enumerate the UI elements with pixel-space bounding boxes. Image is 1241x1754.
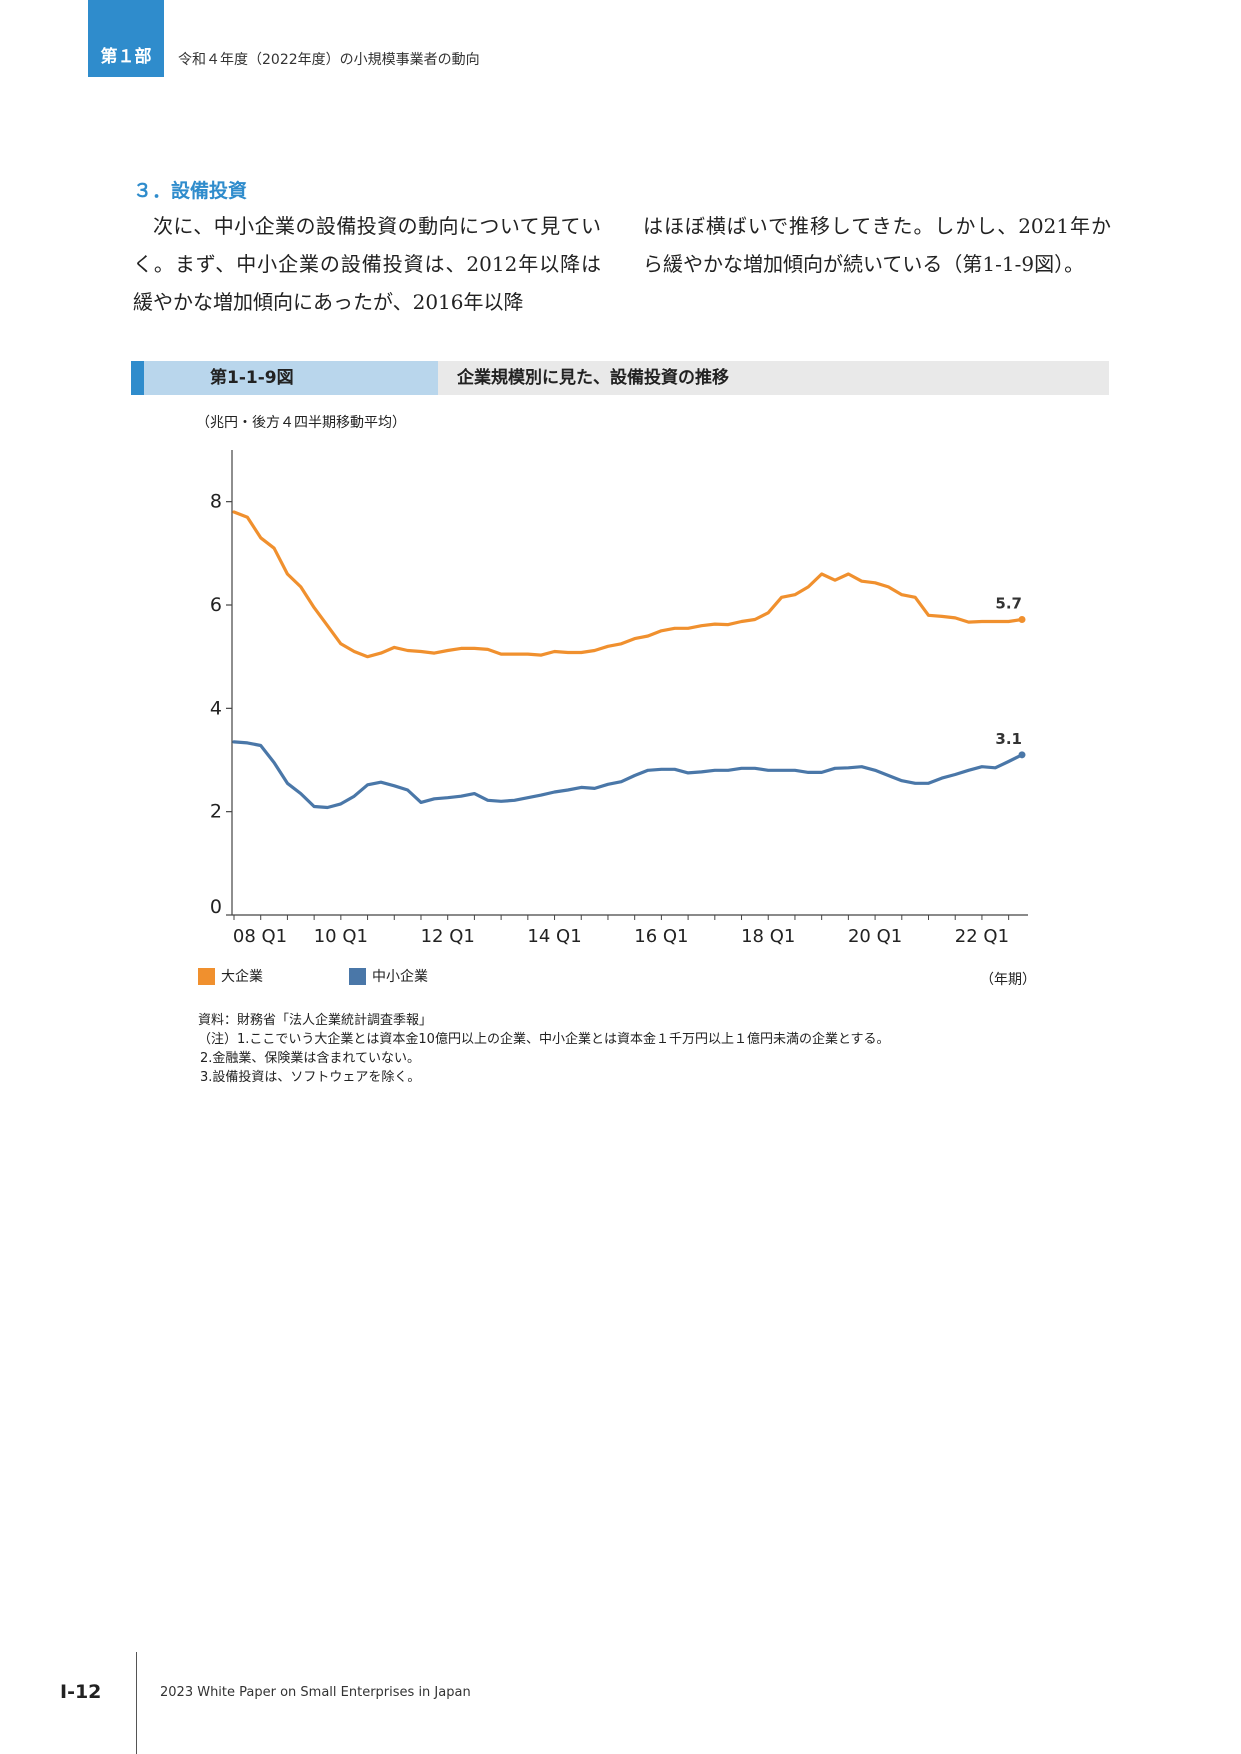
note-1: （注）1.ここでいう大企業とは資本金10億円以上の企業、中小企業とは資本金１千万… [198, 1032, 890, 1047]
x-tick-label: 10 Q1 [314, 926, 368, 947]
line-chart: 0 2 4 6 8 08 Q1 10 Q1 12 Q1 14 Q1 16 Q1 18 Q1 20 Q1… [210, 450, 1028, 947]
y-tick-label: 0 [210, 896, 222, 918]
publication-title: 2023 White Paper on Small Enterprises in… [160, 1685, 471, 1700]
y-tick-label: 6 [210, 594, 222, 616]
x-tick-label: 18 Q1 [741, 926, 795, 947]
legend-label-large: 大企業 [221, 969, 263, 985]
x-tick-label: 16 Q1 [634, 926, 688, 947]
y-unit-label: （兆円・後方４四半期移動平均） [196, 415, 406, 431]
series-line-1 [232, 740, 1024, 810]
figure-title: 企業規模別に見た、設備投資の推移 [457, 368, 729, 388]
y-tick-label: 4 [210, 697, 222, 719]
figure-number: 第1-1-9図 [144, 361, 438, 395]
y-tick-label: 8 [210, 491, 222, 513]
part-tab: 第１部 [88, 0, 164, 77]
figure-title-bar: 第1-1-9図 企業規模別に見た、設備投資の推移 [131, 361, 1109, 395]
x-tick-label: 12 Q1 [421, 926, 475, 947]
series-end-point-1 [1018, 751, 1026, 759]
legend-item-sme: 中小企業 [349, 966, 428, 986]
series-end-label-0: 5.7 [995, 594, 1022, 612]
legend-item-large: 大企業 [198, 966, 263, 986]
paragraph-left: 次に、中小企業の設備投資の動向について見ていく。まず、中小企業の設備投資は、20… [133, 214, 601, 314]
x-tick-label: 22 Q1 [955, 926, 1009, 947]
figure-notes: 資料：財務省「法人企業統計調査季報」 （注）1.ここでいう大企業とは資本金10億… [198, 1011, 890, 1087]
y-tick-label: 2 [210, 801, 222, 823]
note-2: 2.金融業、保険業は含まれていない。 [200, 1051, 421, 1066]
x-tick-label: 08 Q1 [233, 926, 287, 947]
paragraph-right: はほぼ横ばいで推移してきた。しかし、2021年から緩やかな増加傾向が続いている（… [643, 214, 1111, 276]
x-tick-label: 20 Q1 [848, 926, 902, 947]
footer-divider [136, 1652, 137, 1754]
page-number: Ⅰ-12 [60, 1681, 102, 1703]
series-line-0 [232, 510, 1024, 659]
note-source: 資料：財務省「法人企業統計調査季報」 [198, 1013, 433, 1028]
x-tick-label: 14 Q1 [527, 926, 581, 947]
section-heading: ３．設備投資 [133, 180, 248, 202]
part-label: 第１部 [100, 47, 152, 67]
part-title: 令和４年度（2022年度）の小規模事業者の動向 [178, 52, 480, 68]
series-end-label-1: 3.1 [995, 730, 1022, 748]
legend-label-sme: 中小企業 [372, 969, 428, 985]
x-unit-label: （年期） [980, 972, 1036, 988]
legend-swatch-sme [349, 967, 366, 985]
figure-accent [131, 361, 144, 395]
legend-swatch-large [198, 967, 215, 985]
note-3: 3.設備投資は、ソフトウェアを除く。 [200, 1070, 421, 1085]
series-end-point-0 [1018, 615, 1026, 623]
